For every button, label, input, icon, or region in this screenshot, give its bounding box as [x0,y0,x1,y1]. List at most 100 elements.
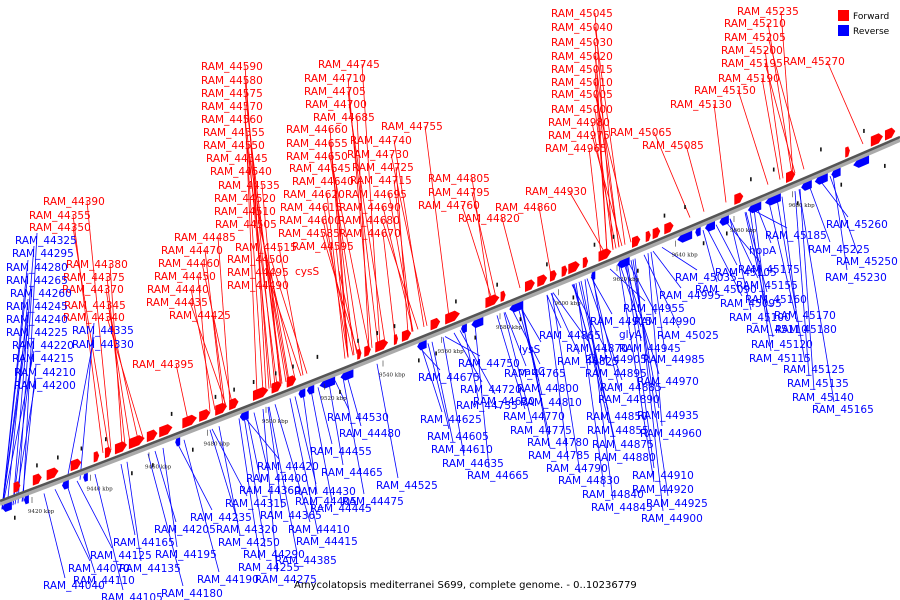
forward-gene-label: RAM_44680 [338,215,400,227]
forward-callout-line [347,90,379,346]
forward-callout-line [329,142,355,356]
genome-caption: Amycolatopsis mediterranei S699, complet… [294,580,637,591]
reverse-gene-label: RAM_44125 [90,550,152,562]
reverse-gene-label: RAM_45110 [746,324,808,336]
misc-feature-mark [725,231,728,236]
forward-callout-line [382,232,396,339]
tick-label: 9640 kbp [672,253,699,259]
reverse-gene-label: RAM_44320 [216,524,278,536]
misc-feature-mark [884,163,886,168]
forward-gene-arrow [645,230,651,243]
reverse-gene-arrow [306,382,315,395]
reverse-gene-label: RAM_44255 [238,562,300,574]
forward-callout-line [764,49,784,179]
reverse-gene-label: RAM_45125 [783,364,845,376]
reverse-callout-line [253,412,269,472]
misc-feature-mark [474,335,477,340]
reverse-gene-label: RAM_44790 [546,463,608,475]
forward-callout-line [329,155,361,353]
forward-gene-label: RAM_44965 [545,143,607,155]
reverse-callout-line [268,406,298,554]
reverse-callout-line [511,309,541,365]
forward-gene-label: RAM_44705 [304,86,366,98]
reverse-gene-label: RAM_44180 [161,588,223,600]
forward-callout-line [471,177,491,301]
forward-callout-line [201,262,233,404]
reverse-gene-label: panC [518,366,545,378]
misc-feature-mark [820,147,822,152]
reverse-callout-line [444,336,481,357]
reverse-callout-line [289,398,319,535]
forward-callout-line [348,103,386,343]
reverse-gene-label: RAM_44920 [632,484,694,496]
forward-gene-label: RAM_44495 [227,267,289,279]
forward-gene-arrow [524,279,535,292]
forward-gene-label: RAM_44640 [292,176,354,188]
reverse-gene-label: RAM_44405 [295,496,357,508]
reverse-callout-line [154,450,177,523]
reverse-callout-line [267,406,283,509]
reverse-gene-label: RAM_45025 [657,330,719,342]
forward-gene-arrow [70,458,82,472]
reverse-callout-line [580,280,617,451]
forward-gene-label: RAM_45020 [551,51,613,63]
misc-feature-mark [393,324,396,329]
reverse-callout-line [442,337,465,457]
forward-gene-label: RAM_44820 [458,213,520,225]
reverse-gene-label: RAM_44190 [197,574,259,586]
forward-callout-line [594,26,626,245]
reverse-gene-label: RAM_44225 [6,327,68,339]
reverse-gene-arrow [461,321,467,334]
forward-gene-label: RAM_44710 [304,73,366,85]
forward-gene-label: RAM_44600 [279,215,341,227]
forward-gene-arrow [32,473,42,486]
kbp-ticks: 9420 kbp 9440 kbp 9460 kbp 9480 kbp 9500 kbp… [28,191,815,515]
reverse-callout-line [147,453,184,587]
reverse-labels: RAM_44325RAM_44295RAM_44280RAM_44265RAM_… [6,219,898,600]
reverse-gene-label: RAM_45165 [812,404,874,416]
reverse-callout-line [729,218,759,279]
reverse-gene-label: RAM_44880 [594,452,656,464]
forward-gene-label: RAM_44370 [62,284,124,296]
forward-gene-label: RAM_44520 [214,193,276,205]
reverse-callout-line [546,294,569,462]
forward-gene-label: RAM_45030 [551,37,613,49]
forward-callout-line [381,219,419,330]
forward-gene-label: RAM_45200 [721,45,783,57]
reverse-gene-label: RAM_44360 [239,485,301,497]
reverse-gene-label: RAM_44830 [558,475,620,487]
misc-feature-mark [292,364,294,369]
reverse-gene-label: RAM_44770 [503,411,565,423]
reverse-gene-label: RAM_44625 [420,414,482,426]
forward-gene-label: RAM_44450 [154,271,216,283]
reverse-gene-label: RAM_44955 [623,303,685,315]
forward-gene-label: RAM_45205 [724,32,786,44]
reverse-gene-label: RAM_44195 [155,549,217,561]
forward-gene-label: RAM_44585 [278,228,340,240]
reverse-callout-line [427,343,450,430]
reverse-gene-label: RAM_44215 [12,353,74,365]
forward-gene-arrow [146,429,158,443]
reverse-gene-label: RAM_44850 [586,411,648,423]
genome-backbone [0,135,900,506]
reverse-callout-line [342,377,365,495]
misc-feature-mark [274,371,277,376]
forward-callout-line [767,36,805,170]
reverse-gene-label: lysS [519,344,541,356]
forward-gene-label: RAM_45045 [551,8,613,20]
tick-label: 9540 kbp [379,372,406,378]
reverse-gene-label: RAM_44665 [467,470,529,482]
reverse-callout-line [302,393,318,495]
reverse-callout-line [12,337,35,506]
reverse-callout-line [328,382,344,466]
forward-callout-line [591,121,617,249]
reverse-gene-label: RAM_45100 [729,312,791,324]
reverse-gene-label: RAM_44420 [257,461,319,473]
reverse-gene-label: hppA [749,245,777,257]
reverse-gene-label: RAM_44635 [442,458,504,470]
reverse-gene-label: RAM_44780 [527,437,589,449]
reverse-gene-label: RAM_44480 [339,428,401,440]
reverse-gene-label: RAM_45120 [751,339,813,351]
tick-label: 9620 kbp [613,277,640,283]
forward-gene-arrow [568,261,580,275]
